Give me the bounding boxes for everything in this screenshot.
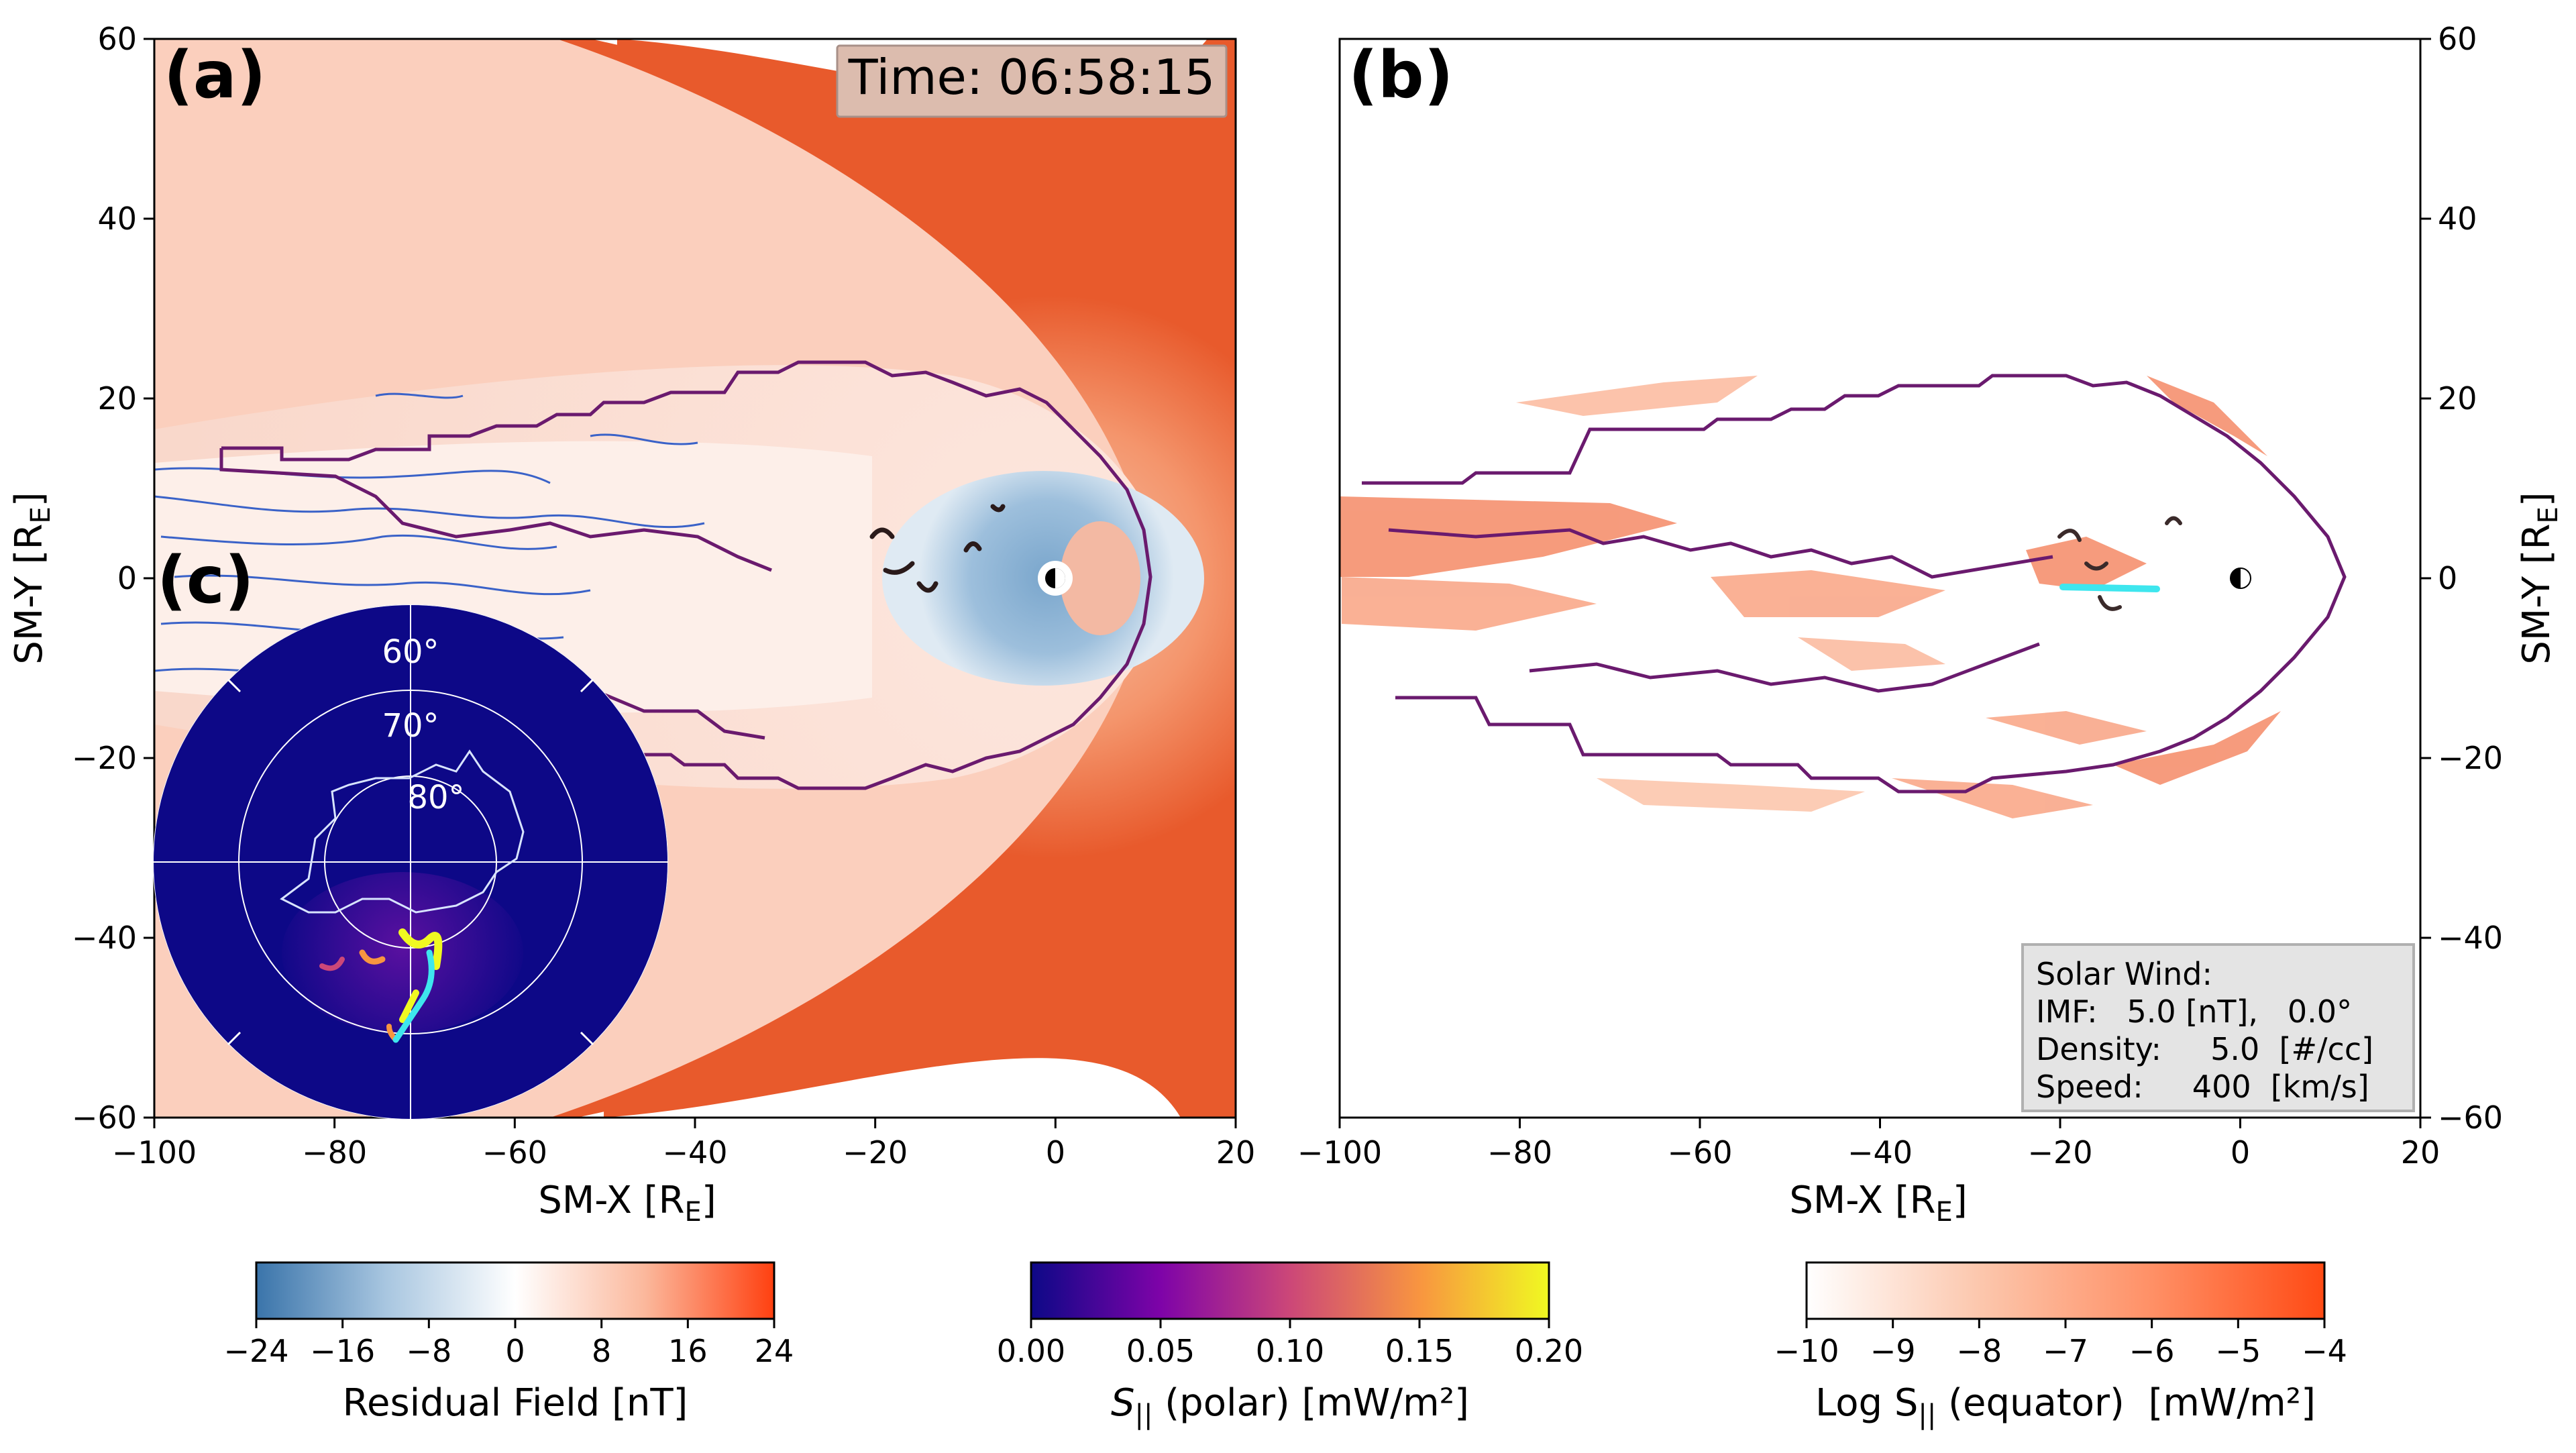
solar-wind-density: Density: 5.0 [#/cc] xyxy=(2036,1031,2373,1067)
polar-grid xyxy=(153,604,668,1120)
panel-a-plot-area xyxy=(154,39,1236,1118)
panel-b-ylabel: SM-Y [RE] xyxy=(2515,492,2564,664)
lat-label-60: 60° xyxy=(382,633,439,671)
colorbar-tick-label: −7 xyxy=(2043,1333,2088,1369)
colorbar-residual-label: Residual Field [nT] xyxy=(343,1381,688,1425)
y-tick-label: −60 xyxy=(72,1099,137,1136)
dayside-ring xyxy=(1060,521,1140,635)
colorbar-tick-label: 0.05 xyxy=(1126,1333,1195,1369)
polar-outer-ticks xyxy=(227,678,594,1046)
colorbar-tick-label: −24 xyxy=(223,1333,288,1369)
panel-b-plot-area xyxy=(1340,39,2420,1118)
polar-glow xyxy=(282,872,523,1033)
injection-features xyxy=(869,504,1006,593)
colorbar-tick-label: −10 xyxy=(1774,1333,1839,1369)
cyan-trace xyxy=(2059,584,2160,592)
y-tick-label: −20 xyxy=(2438,740,2503,776)
equator-flux-patches xyxy=(1340,376,2281,818)
time-box xyxy=(836,44,1228,118)
earth-a xyxy=(1038,561,1073,596)
colorbar-tick-label: −6 xyxy=(2129,1333,2175,1369)
colorbar-polar: 0.00 0.05 0.10 0.15 0.20 S|| (polar) [mW/m²] xyxy=(997,1261,1583,1430)
panel-b-xlabel: SM-X [RE] xyxy=(1789,1179,1967,1228)
solar-wind-imf: IMF: 5.0 [nT], 0.0° xyxy=(2036,993,2352,1030)
x-tick-label: −80 xyxy=(302,1134,367,1171)
y-tick-label: −40 xyxy=(72,920,137,956)
x-tick-label: 20 xyxy=(2401,1134,2440,1171)
x-tick-label: −80 xyxy=(1487,1134,1552,1171)
solar-wind-title: Solar Wind: xyxy=(2036,956,2212,992)
y-tick-label: 0 xyxy=(2438,560,2457,596)
colorbar-tick-label: −16 xyxy=(310,1333,375,1369)
colorbar-tick-label: 0.10 xyxy=(1256,1333,1324,1369)
x-tick-label: −60 xyxy=(482,1134,547,1171)
y-tick-label: 60 xyxy=(97,21,137,57)
x-tick-label: −40 xyxy=(662,1134,727,1171)
injection-features-b xyxy=(2057,516,2182,611)
colorbar-tick-label: 24 xyxy=(755,1333,794,1369)
colorbar-equator: −10 −9 −8 −7 −6 −5 −4 Log S|| (equator) [mW/m²… xyxy=(1774,1261,2347,1430)
x-tick-label: −100 xyxy=(1297,1134,1382,1171)
magnetopause-inner-b2 xyxy=(1529,642,2040,693)
x-tick-label: 0 xyxy=(1046,1134,1065,1171)
colorbar-tick-label: 0 xyxy=(505,1333,525,1369)
colorbar-tick-label: −5 xyxy=(2215,1333,2261,1369)
colorbar-polar-label: S|| (polar) [mW/m²] xyxy=(1111,1381,1469,1430)
solar-wind-box: Solar Wind: IMF: 5.0 [nT], 0.0° Density:… xyxy=(2021,943,2415,1112)
polar-aurora xyxy=(319,928,443,1043)
panel-a-xlabel: SM-X [RE] xyxy=(538,1179,716,1228)
y-tick-label: 20 xyxy=(2438,380,2477,417)
lat-label-80: 80° xyxy=(407,779,464,816)
x-tick-label: −20 xyxy=(843,1134,908,1171)
y-tick-label: −60 xyxy=(2438,1099,2503,1136)
colorbar-tick-label: 16 xyxy=(668,1333,708,1369)
panel-c: 60° 70° 80° (c) xyxy=(153,543,668,1120)
x-tick-label: −100 xyxy=(112,1134,197,1171)
x-tick-label: 20 xyxy=(1216,1134,1256,1171)
y-tick-label: −40 xyxy=(2438,920,2503,956)
earth-b xyxy=(2230,568,2251,589)
y-tick-label: 40 xyxy=(2438,201,2477,237)
polar-boundary-contour xyxy=(280,749,525,914)
magnetopause-contour-b xyxy=(1362,374,2347,794)
panel-b: (b) Solar Wind: IMF: 5.0 [nT], 0.0° Dens… xyxy=(1297,21,2564,1228)
colorbar-tick-label: 0.00 xyxy=(997,1333,1065,1369)
y-tick-label: 20 xyxy=(97,380,137,417)
colorbar-equator-label: Log S|| (equator) [mW/m²] xyxy=(1815,1381,2316,1430)
colorbar-tick-label: −8 xyxy=(1956,1333,2002,1369)
colorbar-tick-label: −4 xyxy=(2302,1333,2347,1369)
solar-wind-speed: Speed: 400 [km/s] xyxy=(2036,1069,2369,1105)
time-label: Time: 06:58:15 xyxy=(848,49,1216,105)
colorbar-tick-label: 8 xyxy=(592,1333,611,1369)
panel-a-label: (a) xyxy=(164,38,266,113)
lat-label-70: 70° xyxy=(382,707,439,745)
x-tick-label: −40 xyxy=(1847,1134,1913,1171)
panel-b-label: (b) xyxy=(1348,38,1453,113)
colorbar-residual: −24 −16 −8 0 8 16 24 Residual Field [nT] xyxy=(223,1261,794,1425)
magnetopause-inner-b xyxy=(1388,528,2053,579)
magnetopause-tail-a xyxy=(219,448,772,572)
y-tick-label: 40 xyxy=(97,201,137,237)
panel-a-ylabel: SM-Y [RE] xyxy=(7,492,56,664)
y-tick-label: −20 xyxy=(72,740,137,776)
panel-c-label: (c) xyxy=(157,543,254,618)
y-tick-label: 60 xyxy=(2438,21,2477,57)
x-tick-label: −60 xyxy=(1667,1134,1732,1171)
magnetopause-contour-a xyxy=(221,360,1152,790)
colorbar-tick-label: 0.15 xyxy=(1385,1333,1454,1369)
y-tick-label: 0 xyxy=(117,560,137,596)
colorbar-tick-label: −9 xyxy=(1870,1333,1916,1369)
x-tick-label: −20 xyxy=(2027,1134,2092,1171)
panel-a: (a) Time: 06:58:15 −100 −80 −60 −40 −20 0 20 −6… xyxy=(7,21,1255,1228)
colorbar-tick-label: 0.20 xyxy=(1515,1333,1583,1369)
x-tick-label: 0 xyxy=(2231,1134,2250,1171)
colorbar-tick-label: −8 xyxy=(406,1333,451,1369)
panel-a-axes: −100 −80 −60 −40 −20 0 20 −60 −40 −20 0 20 40 60 xyxy=(72,21,1255,1171)
